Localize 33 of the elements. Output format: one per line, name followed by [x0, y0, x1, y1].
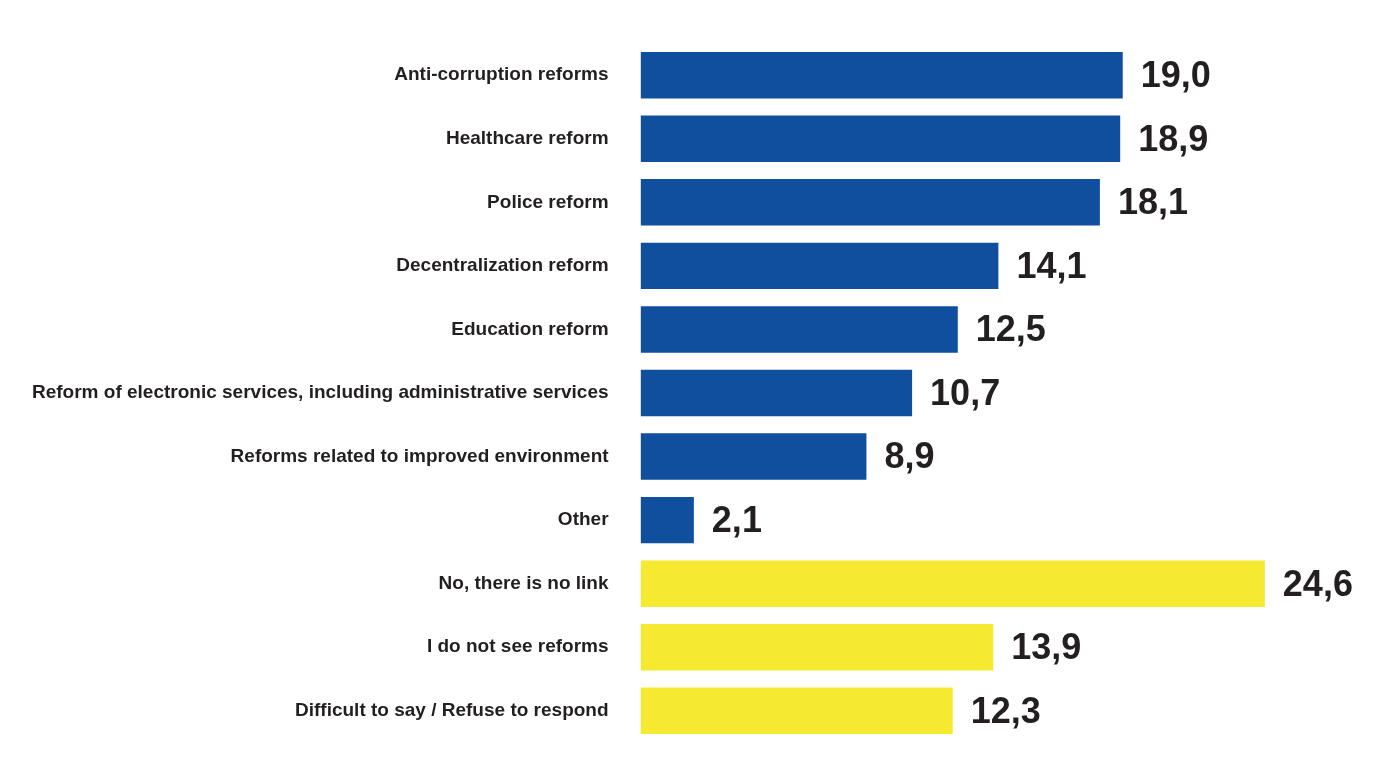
data-label: 18,1: [1117, 181, 1188, 223]
bar: [640, 242, 999, 290]
bar: [640, 115, 1121, 162]
y-tick-label: Difficult to say / Refuse to respond: [295, 699, 609, 721]
bar: [640, 306, 958, 353]
data-label: 19,0: [1140, 54, 1211, 96]
data-label: 8,9: [884, 435, 935, 477]
y-tick-label: I do not see reforms: [426, 635, 609, 657]
data-label: 10,7: [930, 371, 1001, 413]
y-tick-label: Decentralization reform: [396, 254, 609, 276]
y-tick-label: Healthcare reform: [445, 126, 609, 148]
data-label: 18,9: [1138, 117, 1209, 159]
y-tick-label: Reform of electronic services, including administrative services: [32, 381, 609, 403]
y-tick-label: No, there is no link: [438, 571, 609, 593]
bar: [640, 624, 994, 671]
bar: [640, 496, 694, 544]
bar: [640, 369, 913, 417]
y-tick-label: Anti-corruption reforms: [394, 63, 609, 85]
bar: [640, 433, 867, 480]
bar: [640, 560, 1265, 607]
data-label: 24,6: [1282, 562, 1353, 604]
data-label: 14,1: [1016, 244, 1087, 286]
y-tick-label: Reforms related to improved environment: [230, 444, 610, 466]
data-label: 12,5: [975, 308, 1046, 350]
data-label: 13,9: [1011, 626, 1082, 668]
y-tick-label: Education reform: [451, 317, 609, 339]
bar: [640, 687, 953, 735]
bar: [640, 51, 1123, 99]
y-tick-label: Other: [557, 508, 610, 530]
y-tick-label: Police reform: [487, 190, 609, 212]
data-label: 2,1: [711, 499, 762, 541]
bar: [640, 179, 1100, 226]
data-label: 12,3: [970, 689, 1041, 731]
